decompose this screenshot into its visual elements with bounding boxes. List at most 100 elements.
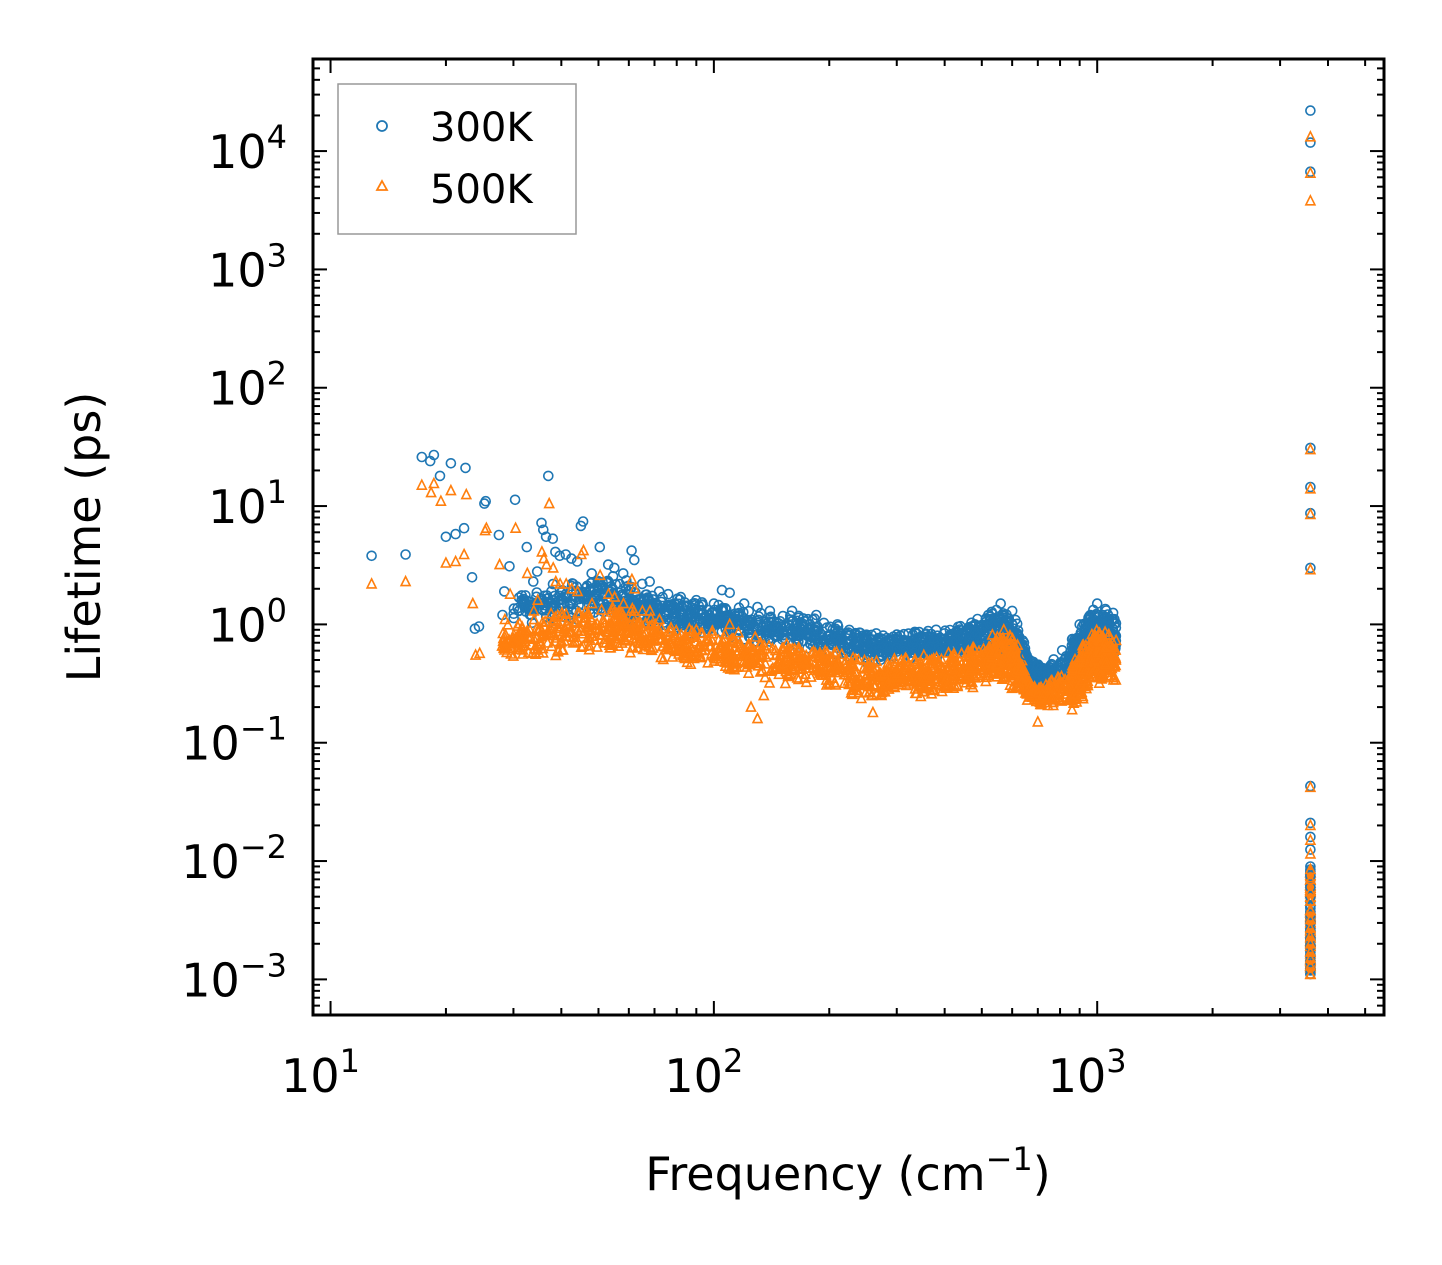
band-point xyxy=(908,654,921,667)
data-point xyxy=(1304,833,1317,846)
band-point xyxy=(541,593,553,605)
data-point xyxy=(499,612,511,625)
data-point xyxy=(538,551,550,564)
band-point xyxy=(845,686,857,698)
band-point xyxy=(782,666,794,679)
data-point xyxy=(617,596,630,609)
data-point xyxy=(1304,818,1317,831)
band-point xyxy=(655,650,667,663)
data-point xyxy=(653,612,666,625)
data-point xyxy=(473,646,486,659)
band-point xyxy=(991,654,1003,666)
data-point xyxy=(531,566,543,577)
band-point xyxy=(589,623,602,635)
band-point xyxy=(615,624,628,637)
band-point xyxy=(742,621,754,633)
band-point xyxy=(581,619,594,632)
band-point xyxy=(558,591,570,603)
data-point xyxy=(516,594,527,606)
data-point xyxy=(450,528,461,540)
band-point xyxy=(839,667,851,680)
data-point xyxy=(509,521,522,534)
y-tick-labels: 104 103 102 101 100 10−1 10−2 10−3 xyxy=(181,118,287,1007)
data-point xyxy=(723,617,736,630)
band-point xyxy=(728,662,741,675)
band-point xyxy=(858,660,870,673)
band-point xyxy=(1304,879,1317,892)
band-point xyxy=(657,591,668,603)
data-point xyxy=(628,582,641,594)
data-point xyxy=(458,547,470,560)
band-point xyxy=(581,580,593,592)
data-point xyxy=(1305,870,1316,882)
band-point xyxy=(734,636,747,649)
band-point xyxy=(843,677,855,690)
band-point xyxy=(1055,694,1068,706)
data-point xyxy=(497,634,509,647)
band-point xyxy=(756,663,769,676)
band-point xyxy=(682,600,694,612)
band-point xyxy=(993,643,1006,656)
data-point xyxy=(891,629,903,640)
band-point xyxy=(787,630,799,641)
band-point xyxy=(593,594,605,606)
band-point xyxy=(924,678,936,690)
data-point xyxy=(626,572,638,585)
band-point xyxy=(880,648,892,659)
band-point xyxy=(842,643,853,654)
band-point xyxy=(603,638,616,651)
band-point xyxy=(622,630,635,643)
data-point xyxy=(428,449,440,461)
series-points-300k xyxy=(366,105,1316,976)
band-point xyxy=(892,666,905,679)
band-point xyxy=(759,670,771,683)
band-point xyxy=(571,623,584,635)
data-point xyxy=(708,598,720,609)
band-point xyxy=(1065,681,1077,694)
band-point xyxy=(1045,691,1058,704)
data-point xyxy=(1032,715,1044,727)
data-point xyxy=(560,577,572,589)
band-point xyxy=(780,664,792,677)
band-point xyxy=(1075,650,1088,663)
y-tick-label: 10−2 xyxy=(181,828,287,889)
data-point xyxy=(594,568,606,581)
band-point xyxy=(823,676,836,689)
data-point xyxy=(751,711,764,724)
data-point xyxy=(1304,847,1317,859)
band-point xyxy=(862,659,874,672)
data-point xyxy=(628,554,640,566)
band-point xyxy=(581,617,594,629)
band-point xyxy=(820,673,833,685)
band-point xyxy=(577,639,589,652)
band-point xyxy=(647,641,659,653)
band-point xyxy=(720,612,732,624)
data-point xyxy=(460,487,473,500)
band-point xyxy=(1053,677,1066,689)
data-point xyxy=(738,598,750,609)
band-point xyxy=(1095,672,1108,684)
band-point xyxy=(776,626,788,638)
band-point xyxy=(631,641,644,653)
data-point xyxy=(1304,130,1317,142)
data-point xyxy=(951,625,963,637)
band-point xyxy=(795,662,808,675)
band-point xyxy=(761,620,773,632)
band-point xyxy=(612,639,625,652)
band-point xyxy=(858,653,871,666)
data-point xyxy=(873,633,885,645)
band-point xyxy=(1101,640,1114,653)
data-point xyxy=(509,494,521,506)
data-point xyxy=(1066,702,1078,715)
band-point xyxy=(998,623,1010,635)
band-point xyxy=(652,604,663,616)
band-point xyxy=(706,624,719,636)
band-point xyxy=(891,642,903,654)
band-point xyxy=(534,634,547,647)
band-point xyxy=(973,660,986,673)
data-point xyxy=(440,531,452,543)
band-point xyxy=(791,615,803,627)
data-point xyxy=(602,559,614,570)
band-point xyxy=(986,628,999,640)
band-point xyxy=(1304,906,1317,918)
